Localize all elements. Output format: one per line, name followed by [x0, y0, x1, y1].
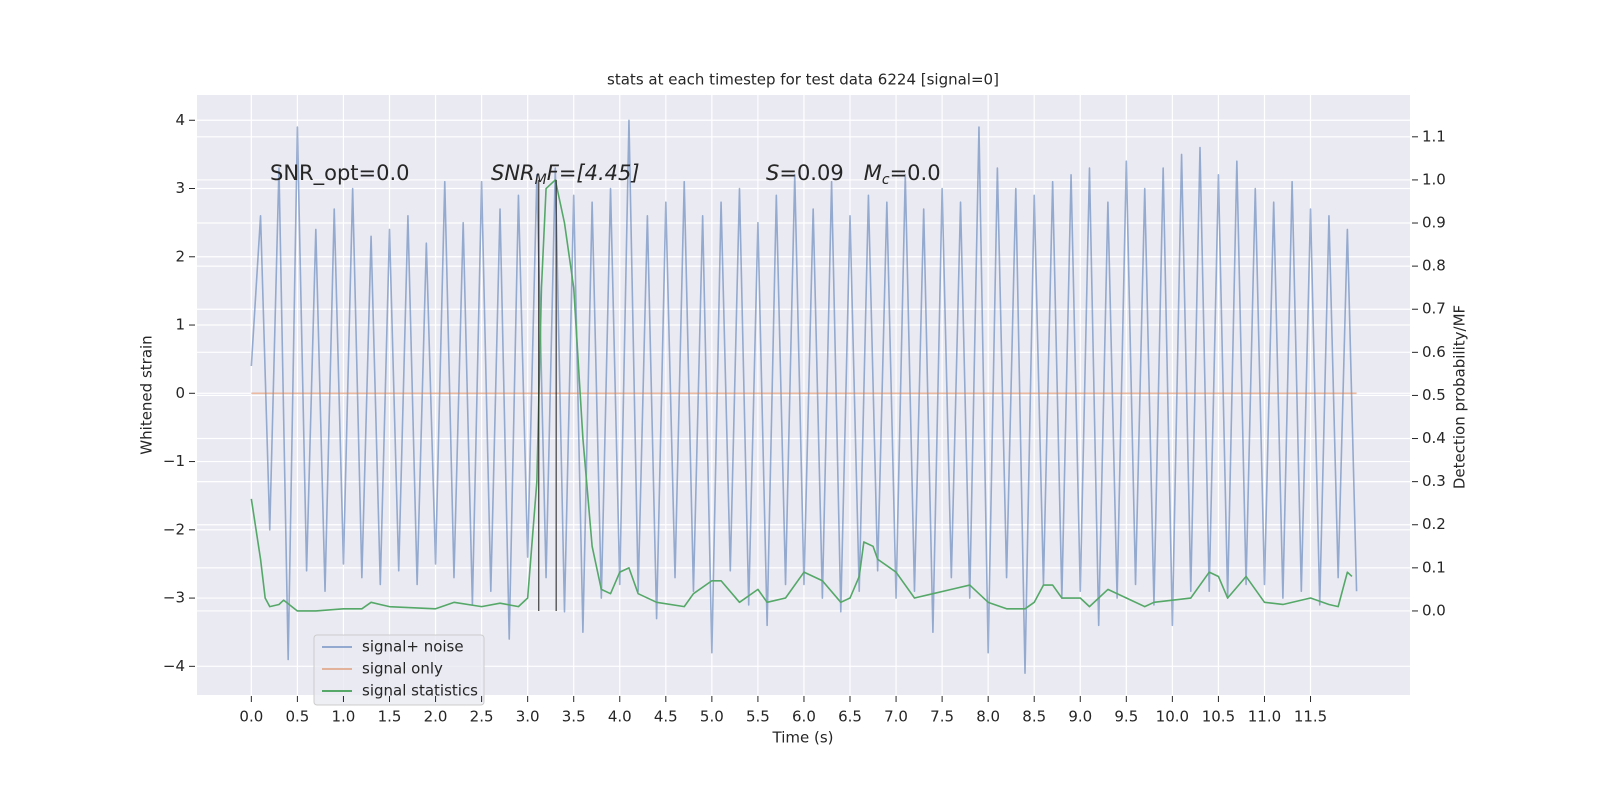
annotation: SNR_opt=0.0	[270, 161, 410, 186]
annotation: S=0.09 Mc=0.0	[766, 161, 941, 188]
legend-label: signal only	[362, 660, 443, 678]
y2-tick-label: 0.3	[1422, 472, 1446, 490]
y-tick-label: −1	[163, 452, 185, 470]
annotation-part: c	[882, 172, 890, 188]
x-tick-label: 4.5	[654, 708, 678, 726]
x-tick-label: 1.5	[378, 708, 402, 726]
x-tick-label: 9.5	[1114, 708, 1138, 726]
annotation-part: F=[4.45]	[547, 161, 640, 185]
x-tick-label: 2.5	[470, 708, 494, 726]
x-tick-label: 8.5	[1022, 708, 1046, 726]
x-tick-label: 1.0	[332, 708, 356, 726]
x-tick-label: 6.5	[838, 708, 862, 726]
annotation: SNRMF=[4.45]	[491, 161, 640, 188]
x-axis-label: Time (s)	[772, 729, 834, 747]
y2-tick-label: 0.4	[1422, 429, 1446, 447]
annotation-part: =0.09	[779, 161, 863, 185]
x-tick-label: 11.5	[1294, 708, 1327, 726]
y-tick-label: 2	[175, 247, 185, 265]
x-tick-label: 10.5	[1202, 708, 1235, 726]
y2-tick-label: 0.7	[1422, 300, 1446, 318]
marks	[250, 119, 1358, 674]
x-tick-label: 6.0	[792, 708, 816, 726]
y2-tick-label: 1.0	[1422, 170, 1446, 188]
x-tick-label: 9.0	[1068, 708, 1092, 726]
annotation-part: M	[864, 161, 882, 185]
x-tick-label: 3.5	[562, 708, 586, 726]
y2-tick-label: 0.2	[1422, 515, 1446, 533]
chart-title: stats at each timestep for test data 622…	[607, 71, 999, 89]
y2-tick-label: 0.0	[1422, 601, 1446, 619]
legend: signal+ noise signal only signal statistic…	[313, 634, 485, 706]
annotation-part: M	[535, 172, 547, 188]
y-axis-label: Whitened strain	[138, 335, 156, 454]
annotation-part: =0.0	[890, 161, 941, 185]
legend-label: signal+ noise	[362, 638, 464, 656]
annotation-part: SNR	[491, 161, 535, 185]
x-tick-label: 0.5	[285, 708, 309, 726]
y2-tick-label: 0.1	[1422, 558, 1446, 576]
series-line	[250, 179, 1353, 612]
y2-tick-label: 0.5	[1422, 386, 1446, 404]
x-tick-label: 11.0	[1248, 708, 1281, 726]
annotation-part: S	[766, 161, 779, 185]
y-tick-label: 1	[175, 316, 185, 334]
y2-tick-label: 0.6	[1422, 343, 1446, 361]
y-tick-label: 4	[175, 111, 185, 129]
x-tick-label: 5.5	[746, 708, 770, 726]
y-tick-label: 3	[175, 179, 185, 197]
x-tick-label: 3.0	[516, 708, 540, 726]
y-tick-label: 0	[175, 384, 185, 402]
x-tick-label: 7.5	[930, 708, 954, 726]
y2-tick-label: 0.9	[1422, 214, 1446, 232]
y-tick-label: −2	[163, 520, 185, 538]
x-tick-label: 10.0	[1156, 708, 1189, 726]
y2-axis-label: Detection probability/MF	[1451, 305, 1469, 489]
x-tick-label: 8.0	[976, 708, 1000, 726]
y2-tick-label: 0.8	[1422, 257, 1446, 275]
legend-box	[313, 634, 485, 706]
x-tick-label: 7.0	[884, 708, 908, 726]
x-tick-label: 5.0	[700, 708, 724, 726]
legend-label: signal statistics	[362, 682, 478, 700]
series-line	[250, 119, 1358, 674]
y2-tick-label: 1.1	[1422, 127, 1446, 145]
y-tick-label: −3	[163, 589, 185, 607]
x-tick-label: 2.0	[424, 708, 448, 726]
y-tick-label: −4	[163, 657, 185, 675]
x-tick-label: 0.0	[239, 708, 263, 726]
x-tick-label: 4.0	[608, 708, 632, 726]
